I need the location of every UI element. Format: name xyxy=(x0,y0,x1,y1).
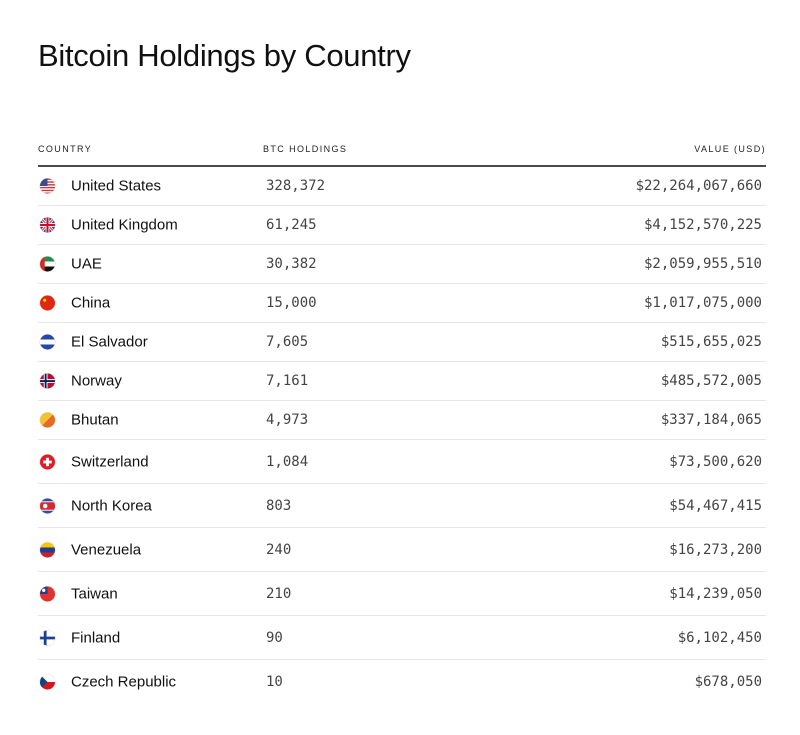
country-name: Finland xyxy=(71,629,121,646)
table-row: China 15,000 $1,017,075,000 xyxy=(38,284,766,323)
page-title: Bitcoin Holdings by Country xyxy=(38,38,411,73)
btc-holdings-cell: 10 xyxy=(266,673,283,690)
btc-holdings-cell: 15,000 xyxy=(266,295,317,311)
value-usd-cell: $54,467,415 xyxy=(669,497,762,514)
table-row: Czech Republic 10 $678,050 xyxy=(38,660,766,703)
table-row: North Korea 803 $54,467,415 xyxy=(38,484,766,528)
value-usd-cell: $16,273,200 xyxy=(669,541,762,558)
table-body: United States 328,372 $22,264,067,660 Unite… xyxy=(38,167,766,703)
btc-holdings-cell: 328,372 xyxy=(266,178,326,194)
table-row: Taiwan 210 $14,239,050 xyxy=(38,572,766,616)
btc-holdings-cell: 30,382 xyxy=(266,256,317,272)
value-usd-cell: $515,655,025 xyxy=(660,334,762,350)
value-usd-cell: $22,264,067,660 xyxy=(635,178,762,194)
btc-holdings-cell: 1,084 xyxy=(266,453,309,470)
btc-holdings-cell: 4,973 xyxy=(266,412,309,428)
table-header: COUNTRY BTC HOLDINGS VALUE (USD) xyxy=(38,140,766,167)
table-row: Finland 90 $6,102,450 xyxy=(38,616,766,660)
value-usd-cell: $4,152,570,225 xyxy=(643,217,762,233)
country-name: UAE xyxy=(71,255,102,273)
country-name: United Kingdom xyxy=(71,216,178,234)
value-usd-cell: $73,500,620 xyxy=(669,453,762,470)
country-name: Norway xyxy=(71,372,122,390)
country-name: China xyxy=(71,294,111,312)
value-usd-cell: $678,050 xyxy=(694,673,762,690)
taiwan-flag-icon xyxy=(40,586,55,601)
table-row: El Salvador 7,605 $515,655,025 xyxy=(38,323,766,362)
uk-flag-icon xyxy=(40,217,55,233)
country-name: United States xyxy=(71,177,162,195)
table-row: Switzerland 1,084 $73,500,620 xyxy=(38,440,766,484)
switzerland-flag-icon xyxy=(40,454,55,469)
country-name: Taiwan xyxy=(71,585,118,602)
value-usd-cell: $485,572,005 xyxy=(660,373,762,389)
btc-holdings-cell: 90 xyxy=(266,629,283,646)
btc-holdings-cell: 210 xyxy=(266,585,292,602)
value-usd-cell: $14,239,050 xyxy=(669,585,762,602)
country-name: Bhutan xyxy=(71,411,119,429)
country-column-header: COUNTRY xyxy=(38,144,93,154)
country-name: Venezuela xyxy=(71,541,142,558)
el-salvador-flag-icon xyxy=(40,334,55,350)
holdings-table: COUNTRY BTC HOLDINGS VALUE (USD) United … xyxy=(38,140,766,703)
country-name: Switzerland xyxy=(71,453,149,470)
uae-flag-icon xyxy=(40,256,55,272)
table-row: UAE 30,382 $2,059,955,510 xyxy=(38,245,766,284)
table-row: United Kingdom 61,245 $4,152,570,225 xyxy=(38,206,766,245)
value-column-header: VALUE (USD) xyxy=(694,144,766,154)
btc-holdings-cell: 240 xyxy=(266,541,292,558)
venezuela-flag-icon xyxy=(40,542,55,557)
bhutan-flag-icon xyxy=(40,412,55,428)
china-flag-icon xyxy=(40,295,55,311)
table-row: United States 328,372 $22,264,067,660 xyxy=(38,167,766,206)
btc-holdings-cell: 803 xyxy=(266,497,292,514)
btc-holdings-column-header: BTC HOLDINGS xyxy=(263,144,348,154)
finland-flag-icon xyxy=(40,630,55,645)
us-flag-icon xyxy=(40,178,55,194)
table-row: Bhutan 4,973 $337,184,065 xyxy=(38,401,766,440)
value-usd-cell: $2,059,955,510 xyxy=(643,256,762,272)
value-usd-cell: $1,017,075,000 xyxy=(643,295,762,311)
north-korea-flag-icon xyxy=(40,498,55,513)
btc-holdings-cell: 7,161 xyxy=(266,373,309,389)
country-name: El Salvador xyxy=(71,333,148,351)
btc-holdings-cell: 61,245 xyxy=(266,217,317,233)
country-name: Czech Republic xyxy=(71,673,177,690)
btc-holdings-cell: 7,605 xyxy=(266,334,309,350)
czech-flag-icon xyxy=(40,674,55,689)
value-usd-cell: $6,102,450 xyxy=(677,629,762,646)
table-row: Venezuela 240 $16,273,200 xyxy=(38,528,766,572)
value-usd-cell: $337,184,065 xyxy=(660,412,762,428)
norway-flag-icon xyxy=(40,373,55,389)
country-name: North Korea xyxy=(71,497,152,514)
table-row: Norway 7,161 $485,572,005 xyxy=(38,362,766,401)
